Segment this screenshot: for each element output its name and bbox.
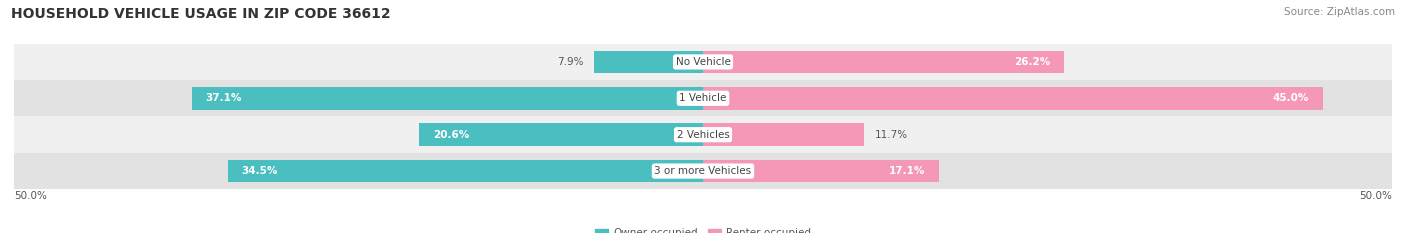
Text: 17.1%: 17.1% — [889, 166, 925, 176]
Text: 2 Vehicles: 2 Vehicles — [676, 130, 730, 140]
Bar — [595, 51, 703, 73]
Bar — [419, 123, 703, 146]
Bar — [14, 44, 1392, 80]
Bar — [703, 51, 1064, 73]
Text: 3 or more Vehicles: 3 or more Vehicles — [654, 166, 752, 176]
Text: 37.1%: 37.1% — [205, 93, 242, 103]
Bar — [14, 80, 1392, 116]
Text: 20.6%: 20.6% — [433, 130, 470, 140]
Bar — [191, 87, 703, 110]
Bar — [14, 153, 1392, 189]
Text: HOUSEHOLD VEHICLE USAGE IN ZIP CODE 36612: HOUSEHOLD VEHICLE USAGE IN ZIP CODE 3661… — [11, 7, 391, 21]
Text: 26.2%: 26.2% — [1014, 57, 1050, 67]
Text: No Vehicle: No Vehicle — [675, 57, 731, 67]
Bar — [14, 116, 1392, 153]
Bar — [703, 87, 1323, 110]
Text: 50.0%: 50.0% — [1360, 191, 1392, 201]
Text: 34.5%: 34.5% — [242, 166, 278, 176]
Text: 1 Vehicle: 1 Vehicle — [679, 93, 727, 103]
Bar — [703, 160, 939, 182]
Bar — [703, 123, 865, 146]
Legend: Owner-occupied, Renter-occupied: Owner-occupied, Renter-occupied — [591, 224, 815, 233]
Text: 7.9%: 7.9% — [557, 57, 583, 67]
Text: 11.7%: 11.7% — [875, 130, 908, 140]
Text: 45.0%: 45.0% — [1272, 93, 1309, 103]
Text: Source: ZipAtlas.com: Source: ZipAtlas.com — [1284, 7, 1395, 17]
Bar — [228, 160, 703, 182]
Text: 50.0%: 50.0% — [14, 191, 46, 201]
